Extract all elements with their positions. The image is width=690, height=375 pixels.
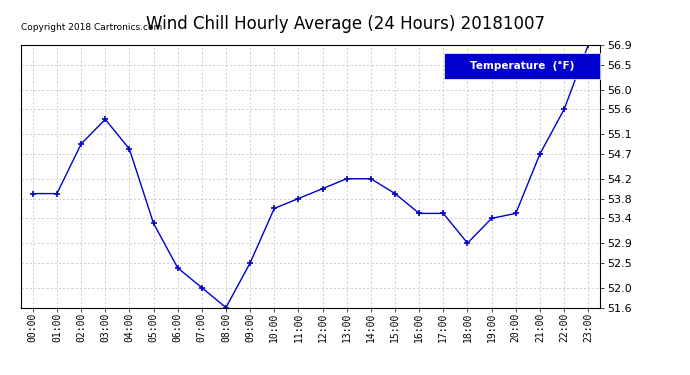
Text: Temperature  (°F): Temperature (°F) (470, 61, 574, 71)
FancyBboxPatch shape (444, 53, 600, 79)
Text: Wind Chill Hourly Average (24 Hours) 20181007: Wind Chill Hourly Average (24 Hours) 201… (146, 15, 544, 33)
Text: Copyright 2018 Cartronics.com: Copyright 2018 Cartronics.com (21, 23, 162, 32)
